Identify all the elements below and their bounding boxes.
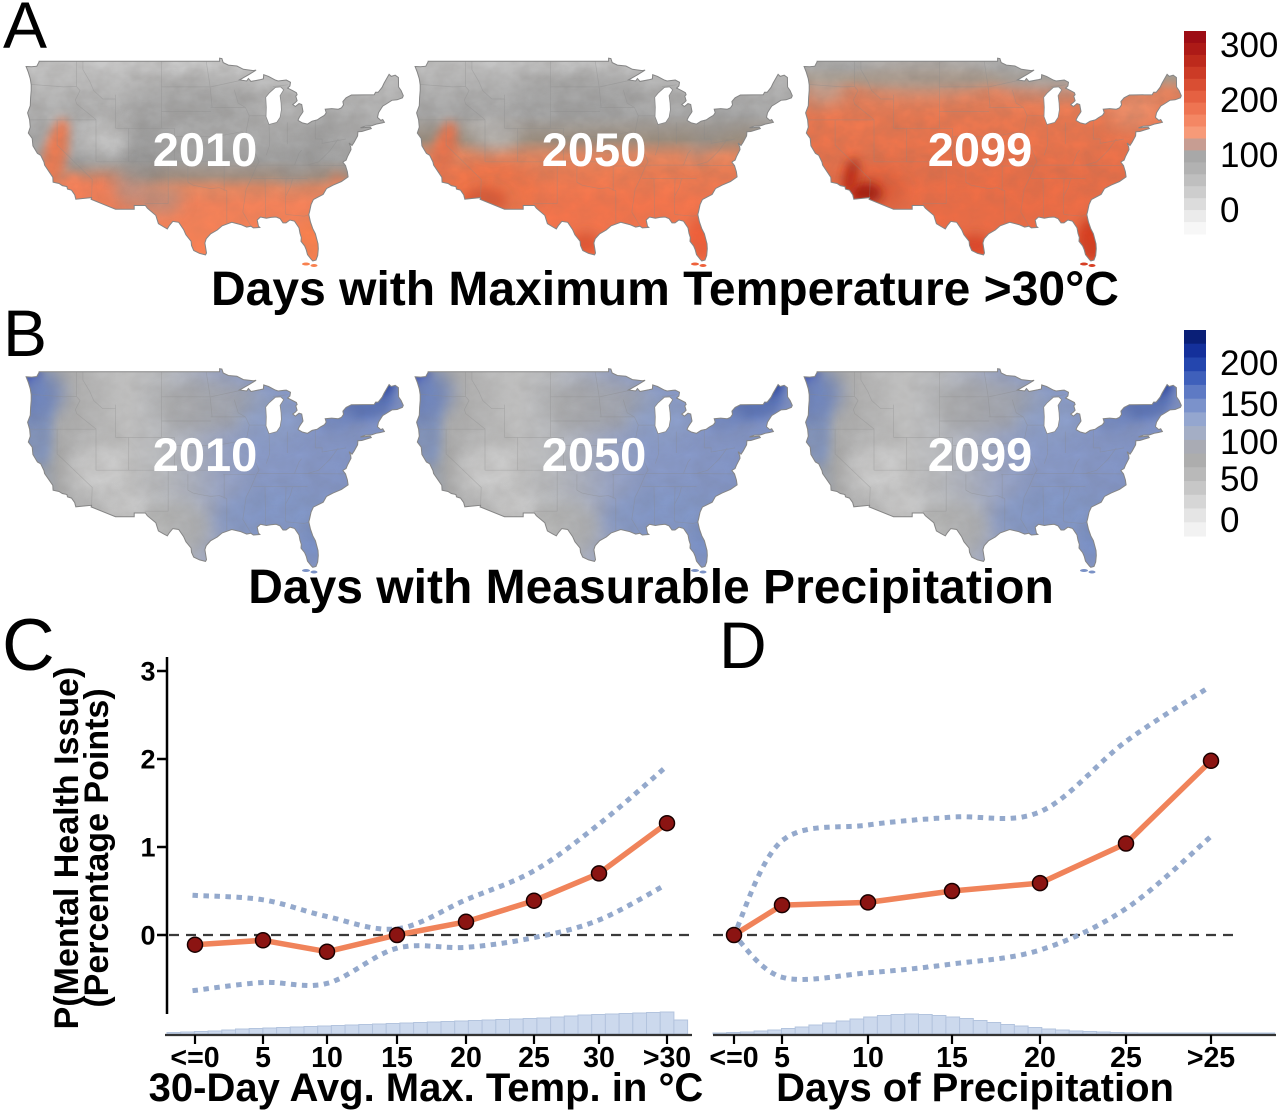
svg-text:5: 5 [774, 1042, 790, 1074]
svg-text:P(Mental Health Issue): P(Mental Health Issue) [48, 667, 86, 1030]
svg-text:Days of Precipitation: Days of Precipitation [776, 1066, 1174, 1110]
svg-text:1: 1 [140, 833, 155, 863]
svg-text:0: 0 [1220, 191, 1239, 230]
svg-text:30-Day Avg. Max. Temp. in °C: 30-Day Avg. Max. Temp. in °C [149, 1066, 704, 1110]
svg-text:2010: 2010 [153, 123, 258, 176]
svg-text:10: 10 [852, 1042, 884, 1074]
svg-text:25: 25 [518, 1042, 550, 1074]
svg-text:2099: 2099 [928, 123, 1033, 176]
svg-text:2099: 2099 [928, 428, 1033, 481]
svg-text:2: 2 [140, 745, 155, 775]
svg-text:5: 5 [255, 1042, 271, 1074]
svg-text:30: 30 [583, 1042, 615, 1074]
svg-text:0: 0 [140, 921, 155, 951]
svg-text:Days with Measurable Precipita: Days with Measurable Precipitation [248, 561, 1054, 614]
svg-text:<=0: <=0 [709, 1042, 758, 1074]
svg-text:0: 0 [1220, 501, 1239, 540]
svg-text:100: 100 [1220, 136, 1278, 175]
svg-text:20: 20 [1024, 1042, 1056, 1074]
svg-text:B: B [3, 296, 47, 370]
svg-text:15: 15 [936, 1042, 968, 1074]
svg-text:100: 100 [1220, 423, 1278, 462]
svg-text:15: 15 [381, 1042, 413, 1074]
svg-text:2050: 2050 [542, 428, 647, 481]
svg-text:3: 3 [140, 657, 155, 687]
svg-text:A: A [3, 0, 47, 62]
svg-text:<=0: <=0 [170, 1042, 219, 1074]
svg-text:Days with Maximum Temperature: Days with Maximum Temperature >30°C [211, 263, 1119, 316]
svg-text:2010: 2010 [153, 428, 258, 481]
svg-text:D: D [719, 608, 767, 682]
svg-text:C: C [2, 605, 55, 686]
svg-text:300: 300 [1220, 26, 1278, 65]
svg-text:20: 20 [450, 1042, 482, 1074]
svg-text:2050: 2050 [542, 123, 647, 176]
svg-text:25: 25 [1110, 1042, 1142, 1074]
svg-text:200: 200 [1220, 344, 1278, 383]
svg-text:>30: >30 [643, 1042, 691, 1074]
svg-text:10: 10 [311, 1042, 343, 1074]
svg-text:50: 50 [1220, 460, 1259, 499]
svg-text:200: 200 [1220, 81, 1278, 120]
svg-text:>25: >25 [1187, 1042, 1235, 1074]
svg-text:(Percentage Points): (Percentage Points) [78, 688, 116, 1007]
svg-text:150: 150 [1220, 385, 1278, 424]
